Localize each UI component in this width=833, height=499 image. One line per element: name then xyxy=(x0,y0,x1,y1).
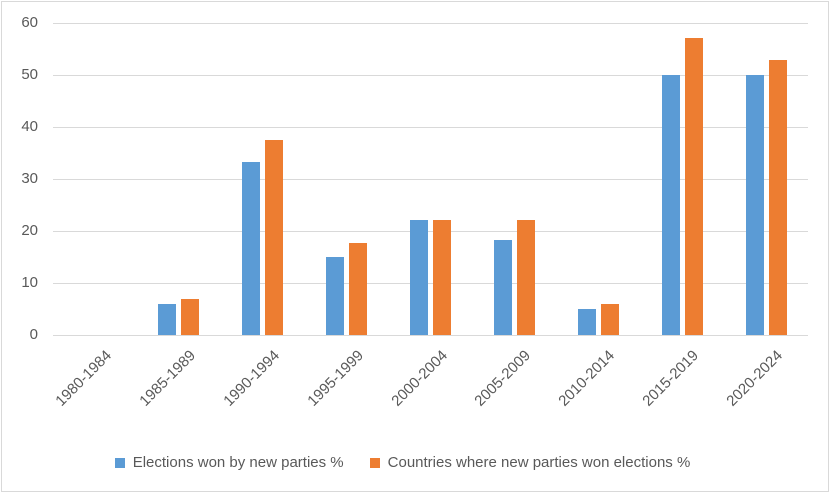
bar-series2-2010-2014 xyxy=(600,303,619,335)
y-tick-label-40: 40 xyxy=(21,118,38,135)
gridline-10 xyxy=(53,283,808,284)
bar-series1-1990-1994 xyxy=(242,161,261,335)
gridline-60 xyxy=(53,23,808,24)
bar-series2-2015-2019 xyxy=(684,38,703,335)
gridline-30 xyxy=(53,179,808,180)
gridline-20 xyxy=(53,231,808,232)
gridline-50 xyxy=(53,75,808,76)
legend-item-countries-won: Countries where new parties won election… xyxy=(369,454,691,471)
bar-series1-1985-1989 xyxy=(158,303,177,335)
legend-item-elections-won: Elections won by new parties % xyxy=(114,454,344,471)
bar-series2-1990-1994 xyxy=(265,140,284,335)
y-tick-label-60: 60 xyxy=(21,14,38,31)
legend-label-elections-won: Elections won by new parties % xyxy=(132,454,344,471)
x-axis-line xyxy=(53,335,808,336)
bar-series1-2020-2024 xyxy=(745,75,764,335)
bar-series1-2005-2009 xyxy=(493,240,512,335)
bar-series2-2005-2009 xyxy=(516,219,535,335)
bar-series1-2015-2019 xyxy=(661,75,680,335)
bar-series2-1995-1999 xyxy=(349,243,368,335)
bar-series1-2000-2004 xyxy=(410,219,428,335)
legend: Elections won by new parties % Countries… xyxy=(0,454,805,471)
gridline-40 xyxy=(53,127,808,128)
y-tick-label-30: 30 xyxy=(21,170,38,187)
bar-series2-2000-2004 xyxy=(433,219,451,335)
legend-swatch-orange-icon xyxy=(369,457,380,468)
legend-label-countries-won: Countries where new parties won election… xyxy=(387,454,691,471)
y-tick-label-50: 50 xyxy=(21,66,38,83)
y-tick-label-0: 0 xyxy=(29,326,38,343)
legend-swatch-blue-icon xyxy=(114,457,125,468)
bar-series1-1995-1999 xyxy=(326,257,345,335)
bar-series2-2020-2024 xyxy=(768,59,787,335)
y-tick-label-10: 10 xyxy=(21,274,38,291)
bar-series1-2010-2014 xyxy=(577,309,596,335)
y-tick-label-20: 20 xyxy=(21,222,38,239)
bar-series2-1985-1989 xyxy=(181,298,200,335)
